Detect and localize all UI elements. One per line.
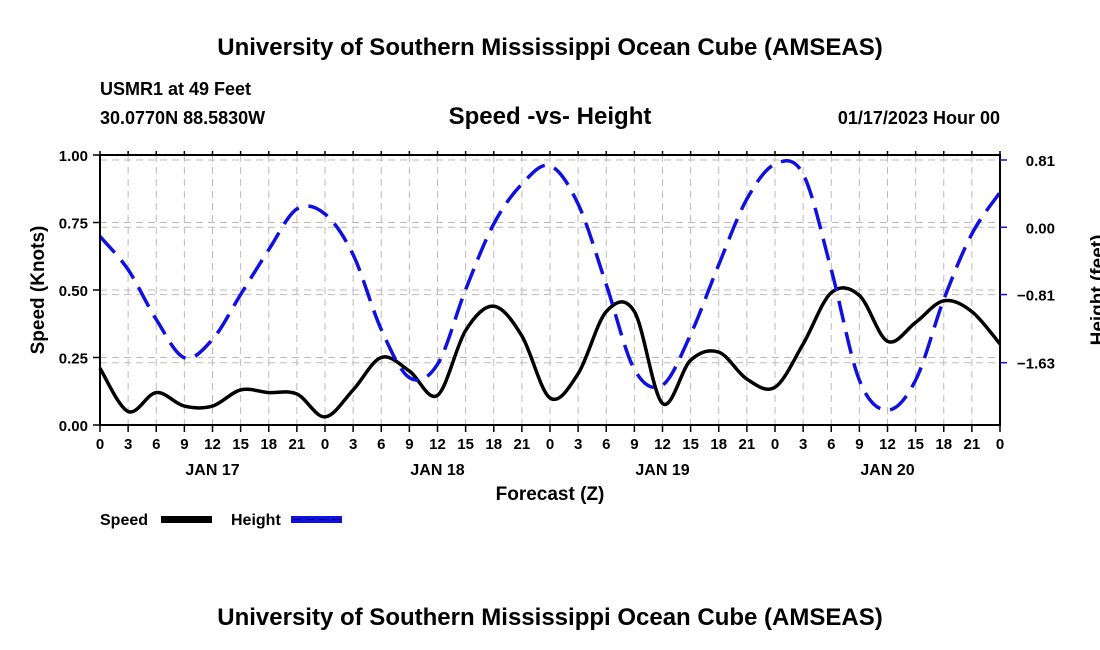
x-axis-label: Forecast (Z)	[496, 484, 605, 505]
y-tick-label: 0.25	[59, 351, 88, 368]
x-tick-label: 21	[289, 436, 306, 453]
x-tick-label: 9	[405, 436, 413, 453]
y2-axis-label: Height (feet)	[1088, 235, 1100, 346]
x-tick-label: 15	[682, 436, 699, 453]
x-tick-label: 0	[546, 436, 554, 453]
legend-speed-label: Speed	[100, 512, 148, 529]
height-line	[98, 159, 1002, 412]
day-label: JAN 20	[860, 462, 914, 479]
x-tick-label: 6	[602, 436, 610, 453]
x-tick-label: 0	[321, 436, 329, 453]
x-tick-label: 6	[377, 436, 385, 453]
day-label: JAN 18	[410, 462, 464, 479]
x-tick-label: 12	[429, 436, 446, 453]
x-tick-label: 21	[964, 436, 981, 453]
legend-speed-swatch	[161, 516, 212, 523]
y2-tick-label: 0.81	[1026, 153, 1055, 170]
y-tick-label: 0.75	[59, 216, 88, 233]
station-label: USMR1 at 49 Feet	[100, 79, 251, 99]
date-label: 01/17/2023 Hour 00	[838, 108, 1000, 128]
y2-tick-label: −0.81	[1017, 288, 1055, 305]
x-tick-label: 12	[879, 436, 896, 453]
x-tick-label: 3	[349, 436, 357, 453]
day-label: JAN 17	[185, 462, 239, 479]
legend-height-label: Height	[231, 512, 281, 529]
y-tick-label: 0.00	[59, 418, 88, 435]
x-tick-label: 6	[827, 436, 835, 453]
speed-line	[98, 286, 1002, 419]
x-tick-label: 9	[630, 436, 638, 453]
x-tick-label: 15	[232, 436, 249, 453]
y-tick-label: 0.50	[59, 283, 88, 300]
x-tick-label: 21	[739, 436, 756, 453]
x-tick-label: 21	[514, 436, 531, 453]
x-tick-label: 3	[574, 436, 582, 453]
x-tick-label: 0	[96, 436, 104, 453]
x-tick-label: 18	[260, 436, 277, 453]
x-tick-label: 15	[907, 436, 924, 453]
x-tick-label: 0	[996, 436, 1004, 453]
x-tick-label: 12	[654, 436, 671, 453]
coordinates-label: 30.0770N 88.5830W	[100, 108, 265, 128]
legend-height-swatch	[291, 516, 342, 523]
footer-title: University of Southern Mississippi Ocean…	[217, 604, 882, 631]
x-tick-label: 3	[799, 436, 807, 453]
main-title: University of Southern Mississippi Ocean…	[217, 34, 882, 61]
x-tick-label: 6	[152, 436, 160, 453]
x-tick-label: 0	[771, 436, 779, 453]
x-tick-label: 9	[180, 436, 188, 453]
x-tick-label: 18	[485, 436, 502, 453]
chart-title: Speed -vs- Height	[449, 103, 652, 130]
x-tick-label: 9	[855, 436, 863, 453]
x-tick-label: 18	[935, 436, 952, 453]
day-label: JAN 19	[635, 462, 689, 479]
x-tick-label: 3	[124, 436, 132, 453]
y2-tick-label: −1.63	[1017, 356, 1055, 373]
y2-tick-label: 0.00	[1026, 220, 1055, 237]
x-tick-label: 18	[710, 436, 727, 453]
y-axis-label: Speed (Knots)	[28, 226, 49, 355]
legend: Speed Height	[100, 512, 342, 529]
y-tick-label: 1.00	[59, 148, 88, 165]
x-tick-label: 15	[457, 436, 474, 453]
x-tick-label: 12	[204, 436, 221, 453]
